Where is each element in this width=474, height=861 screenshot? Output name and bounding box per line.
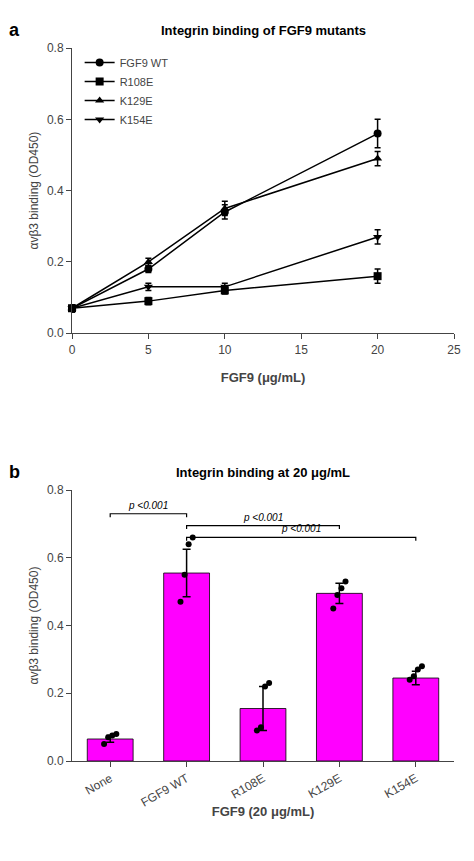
svg-text:0.2: 0.2: [47, 686, 64, 700]
svg-text:FGF9 (20 μg/mL): FGF9 (20 μg/mL): [212, 804, 315, 819]
svg-text:αvβ3 binding (OD450): αvβ3 binding (OD450): [27, 567, 41, 685]
svg-text:a: a: [9, 20, 20, 40]
svg-text:FGF9 WT: FGF9 WT: [138, 771, 191, 810]
svg-text:b: b: [9, 462, 20, 482]
svg-text:αvβ3 binding (OD450): αvβ3 binding (OD450): [27, 132, 41, 250]
svg-text:0: 0: [69, 343, 76, 357]
svg-text:0.8: 0.8: [47, 41, 64, 55]
svg-text:0.4: 0.4: [47, 184, 64, 198]
svg-text:FGF9 (μg/mL): FGF9 (μg/mL): [221, 370, 306, 385]
svg-text:20: 20: [371, 343, 385, 357]
svg-text:0.0: 0.0: [47, 326, 64, 340]
svg-text:FGF9 WT: FGF9 WT: [120, 57, 169, 69]
svg-text:0.4: 0.4: [47, 619, 64, 633]
svg-text:10: 10: [218, 343, 232, 357]
svg-text:K129E: K129E: [120, 95, 153, 107]
svg-text:0.0: 0.0: [47, 754, 64, 768]
svg-text:25: 25: [447, 343, 461, 357]
svg-text:K129E: K129E: [306, 771, 344, 801]
svg-text:0.6: 0.6: [47, 113, 64, 127]
svg-text:0.6: 0.6: [47, 551, 64, 565]
svg-text:5: 5: [145, 343, 152, 357]
svg-text:Integrin binding of FGF9 mutan: Integrin binding of FGF9 mutants: [161, 23, 366, 38]
svg-text:0.2: 0.2: [47, 255, 64, 269]
svg-text:Integrin binding at 20 μg/mL: Integrin binding at 20 μg/mL: [176, 465, 350, 480]
svg-text:None: None: [83, 771, 115, 798]
svg-text:p <0.001: p <0.001: [281, 523, 321, 534]
svg-text:p <0.001: p <0.001: [243, 512, 283, 523]
svg-text:0.8: 0.8: [47, 483, 64, 497]
svg-text:K154E: K154E: [382, 771, 420, 801]
svg-text:R108E: R108E: [229, 771, 268, 801]
svg-text:K154E: K154E: [120, 114, 153, 126]
svg-text:R108E: R108E: [120, 76, 154, 88]
svg-text:p <0.001: p <0.001: [128, 500, 168, 511]
svg-text:15: 15: [295, 343, 309, 357]
